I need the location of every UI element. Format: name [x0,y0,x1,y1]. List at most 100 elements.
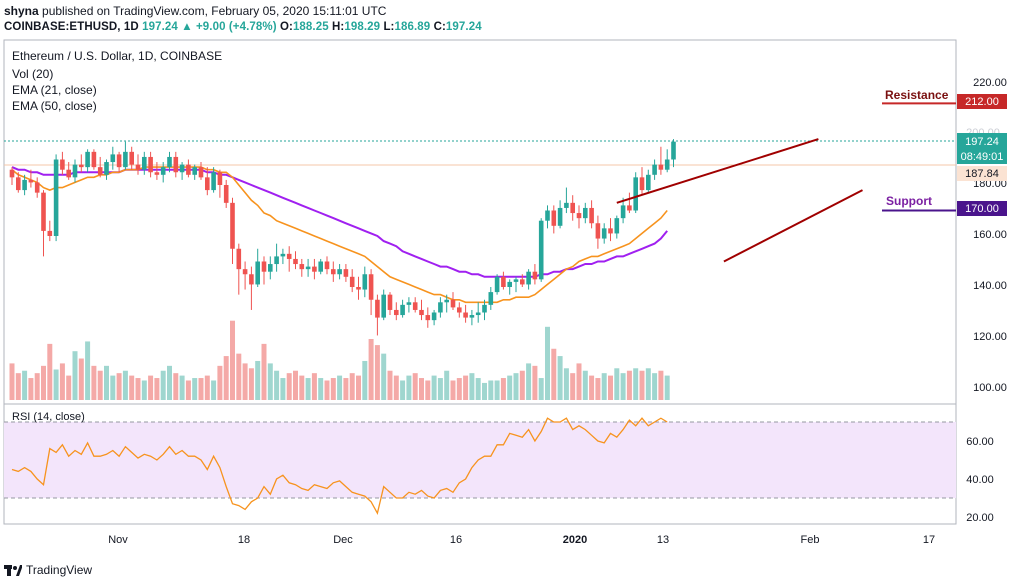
candle-body [620,205,626,219]
candle-body [469,315,475,318]
volume-bar [148,375,154,400]
candle-body [274,256,279,265]
candle-body [135,164,141,170]
candle-body [601,228,607,239]
candle-body [387,294,393,310]
candle-body [438,302,443,313]
volume-bar [393,375,399,400]
volume-bar [110,375,116,400]
candle-body [494,276,500,293]
open-value: 188.25 [292,21,329,33]
volume-bar [192,378,198,400]
volume-bar [97,370,103,400]
candle-body [255,261,260,285]
volume-bar [59,363,65,400]
symbol-ohlc-line: COINBASE:ETHUSD, 1D 197.24 ▲ +9.00 (+4.7… [4,21,482,33]
volume-bar [374,345,380,400]
close-value: 197.24 [445,21,482,33]
volume-bar [211,380,217,400]
time-tick: Nov [108,534,128,546]
candle-body [557,207,563,226]
time-tick: 17 [923,534,935,546]
ema21-line [11,166,668,304]
candle-body [545,210,550,221]
volume-bar [28,378,34,400]
volume-bar [507,375,513,400]
time-tick: 16 [450,534,462,546]
candle-body [343,269,349,277]
volume-bar [217,365,223,400]
volume-bar [437,378,443,400]
candle-body [538,220,544,280]
resistance-label: Resistance [885,88,949,102]
candle-body [576,213,582,219]
candle-body [116,154,122,168]
candle-body [425,315,431,321]
candle-body [551,210,557,226]
candle-body [16,177,21,191]
volume-bar [167,365,172,400]
volume-bar [658,370,664,400]
volume-bar [412,373,418,400]
candle-body [627,205,632,211]
support-trendline[interactable] [723,189,863,263]
candle-body [633,177,638,211]
candle-body [520,279,525,285]
support-tag [957,201,1007,216]
candle-body [349,276,355,287]
volume-bar [444,370,450,400]
candle-body [564,202,569,208]
volume-bar [608,375,613,400]
volume-bar [614,368,620,400]
candle-body [337,269,342,275]
candle-body [167,156,172,168]
candle-body [211,172,216,191]
candle-body [261,261,267,272]
candle-body [293,258,298,265]
volume-bar [223,356,229,400]
volume-bar [337,375,343,400]
volume-bar [488,380,494,400]
candle-body [488,292,494,305]
candle-body [280,253,286,257]
candle-body [97,167,103,175]
candle-body [230,202,235,249]
candle-body [583,207,588,219]
volume-bar [425,380,431,400]
volume-bar [469,373,475,400]
resistance-trendline[interactable] [616,138,819,204]
symbol-name: COINBASE:ETHUSD, 1D [4,21,139,33]
volume-bar [135,378,141,400]
candle-body [91,151,97,168]
volume-bar [519,370,525,400]
candle-body [268,264,273,272]
open-label: O: [279,21,293,33]
volume-bar [41,365,46,400]
up-arrow-icon: ▲ [181,21,193,33]
volume-bar [494,380,500,400]
publish-info: shyna published on TradingView.com, Febr… [4,4,386,18]
candle-body [450,299,456,308]
rsi-tick: 60.00 [966,436,994,448]
time-tick: 18 [238,534,250,546]
candle-body [9,169,15,178]
volume-bar [450,380,456,400]
volume-bar [500,378,506,400]
volume-bar [664,375,670,400]
candle-body [110,154,116,163]
volume-bar [387,370,393,400]
low-value: 186.89 [394,21,431,33]
volume-bar [582,370,588,400]
volume-bar [204,375,210,400]
candle-body [66,169,71,178]
candle-body [318,261,323,272]
volume-bar [122,370,128,400]
volume-bar [311,373,317,400]
volume-bar [185,380,191,400]
candle-body [664,159,670,170]
close-label: C: [433,21,446,33]
volume-bar [601,373,607,400]
volume-bar [557,356,563,400]
candle-body [368,274,374,300]
